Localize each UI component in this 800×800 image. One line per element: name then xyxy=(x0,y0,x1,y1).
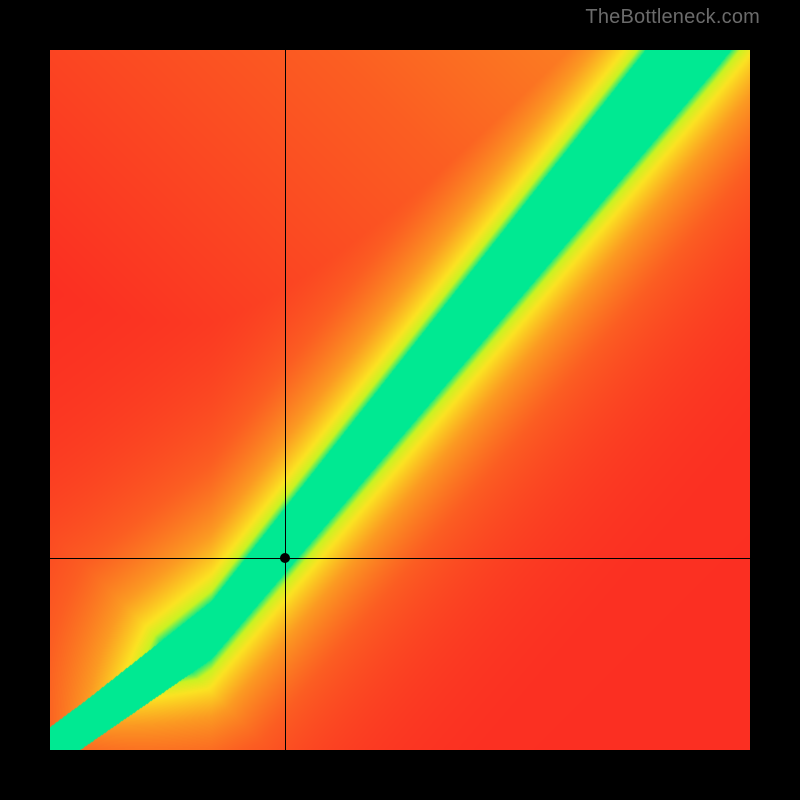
crosshair-vertical xyxy=(285,50,286,750)
watermark-text: TheBottleneck.com xyxy=(585,6,760,29)
heatmap-canvas xyxy=(50,50,750,750)
crosshair-marker-dot xyxy=(280,553,290,563)
heatmap-plot xyxy=(50,50,750,750)
crosshair-horizontal xyxy=(50,558,750,559)
